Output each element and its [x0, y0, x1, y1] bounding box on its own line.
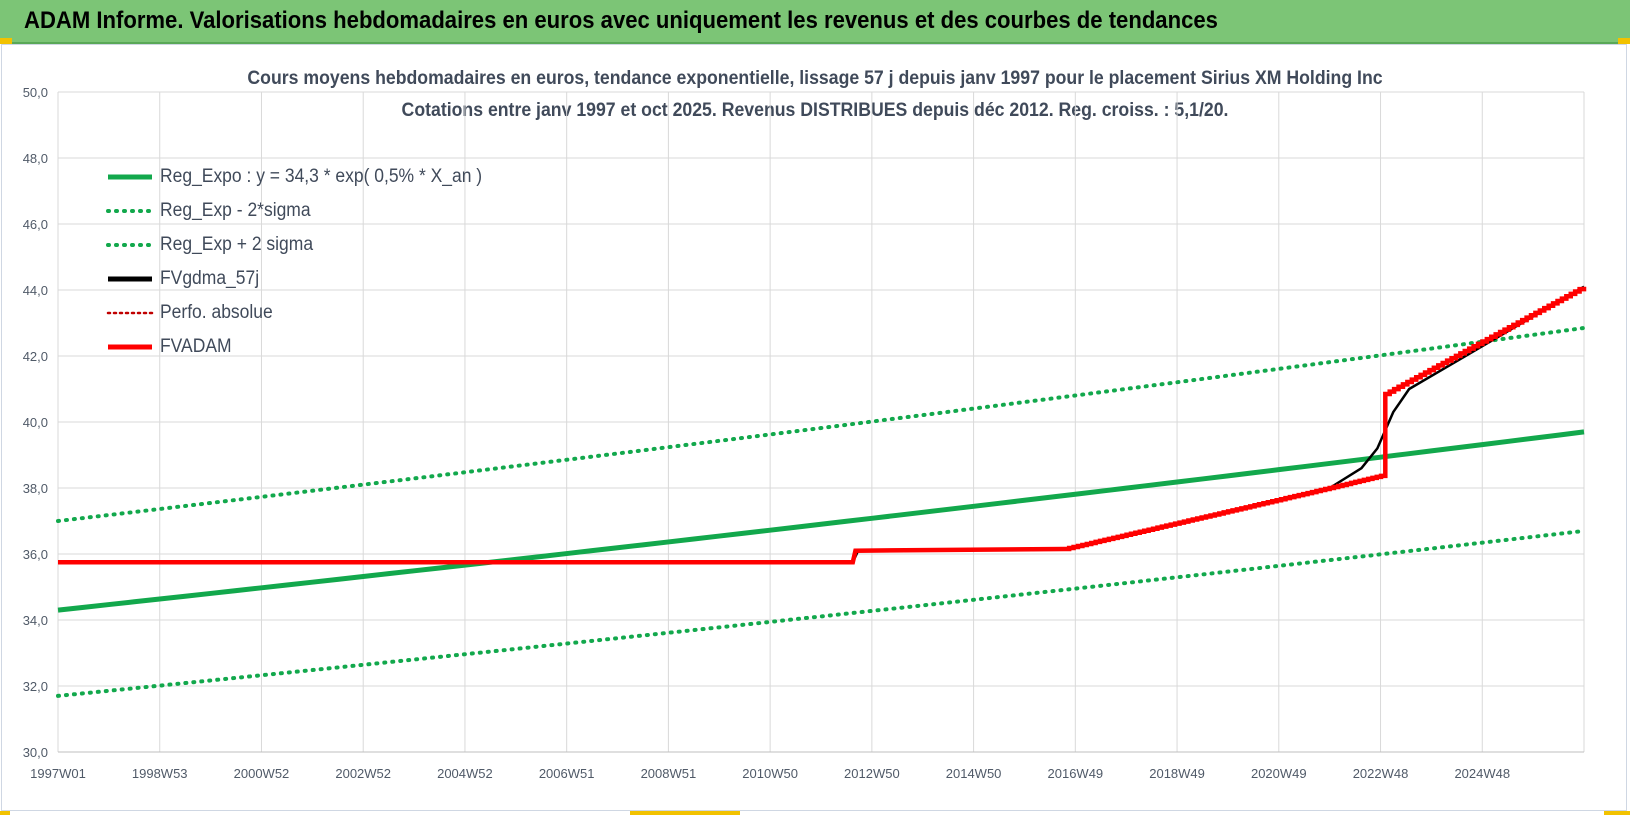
y-tick-label: 50,0	[23, 85, 48, 100]
x-tick-label: 2010W50	[742, 766, 798, 781]
legend-swatch	[108, 174, 152, 180]
legend-swatch	[106, 311, 154, 315]
y-tick-label: 44,0	[23, 283, 48, 298]
banner-title: ADAM Informe. Valorisations hebdomadaire…	[24, 7, 1218, 34]
legend-item: Perfo. absolue	[106, 296, 510, 330]
legend-item: FVADAM	[106, 330, 510, 364]
legend-label: Perfo. absolue	[160, 302, 273, 323]
x-tick-label: 2008W51	[641, 766, 697, 781]
legend-item: FVgdma_57j	[106, 262, 510, 296]
x-tick-label: 2012W50	[844, 766, 900, 781]
corner-mark	[0, 38, 12, 44]
y-tick-label: 36,0	[23, 547, 48, 562]
x-tick-label: 2024W48	[1454, 766, 1510, 781]
y-tick-label: 30,0	[23, 745, 48, 760]
x-tick-label: 2000W52	[234, 766, 290, 781]
legend-item: Reg_Expo : y = 34,3 * exp( 0,5% * X_an )	[106, 160, 510, 194]
bottom-mark	[630, 811, 740, 815]
chart-title: Cours moyens hebdomadaires en euros, ten…	[247, 68, 1383, 89]
legend-label: Reg_Exp + 2 sigma	[160, 234, 314, 255]
legend-swatch	[108, 344, 152, 350]
x-tick-label: 1998W53	[132, 766, 188, 781]
legend-swatch	[106, 243, 154, 247]
bottom-mark	[1604, 811, 1630, 815]
legend-swatch	[108, 276, 152, 282]
x-tick-label: 2004W52	[437, 766, 493, 781]
series-line-1	[56, 528, 1586, 698]
y-tick-label: 40,0	[23, 415, 48, 430]
x-tick-label: 2014W50	[946, 766, 1002, 781]
corner-mark	[1618, 38, 1630, 44]
x-tick-label: 2020W49	[1251, 766, 1307, 781]
y-tick-label: 48,0	[23, 151, 48, 166]
series-line-2	[56, 325, 1586, 523]
legend-label: Reg_Exp - 2*sigma	[160, 200, 311, 221]
legend-item: Reg_Exp - 2*sigma	[106, 194, 510, 228]
legend-label: FVgdma_57j	[160, 268, 260, 289]
series-line-0	[57, 429, 1585, 613]
y-tick-label: 46,0	[23, 217, 48, 232]
x-tick-label: 2002W52	[335, 766, 391, 781]
series-line-5	[58, 286, 1587, 565]
legend-label: FVADAM	[160, 336, 232, 357]
x-tick-label: 2022W48	[1353, 766, 1409, 781]
chart-subtitle: Cotations entre janv 1997 et oct 2025. R…	[401, 100, 1229, 121]
y-tick-label: 42,0	[23, 349, 48, 364]
y-tick-label: 38,0	[23, 481, 48, 496]
legend-swatch	[106, 209, 154, 213]
x-tick-label: 2016W49	[1048, 766, 1104, 781]
x-tick-label: 2006W51	[539, 766, 595, 781]
y-tick-label: 32,0	[23, 679, 48, 694]
chart-legend: Reg_Expo : y = 34,3 * exp( 0,5% * X_an )…	[106, 160, 510, 364]
legend-label: Reg_Expo : y = 34,3 * exp( 0,5% * X_an )	[160, 166, 483, 187]
title-banner: ADAM Informe. Valorisations hebdomadaire…	[0, 0, 1630, 44]
x-tick-label: 2018W49	[1149, 766, 1205, 781]
legend-item: Reg_Exp + 2 sigma	[106, 228, 510, 262]
bottom-mark	[0, 811, 10, 815]
chart-frame	[1, 44, 1627, 811]
y-tick-label: 34,0	[23, 613, 48, 628]
x-tick-label: 1997W01	[30, 766, 86, 781]
